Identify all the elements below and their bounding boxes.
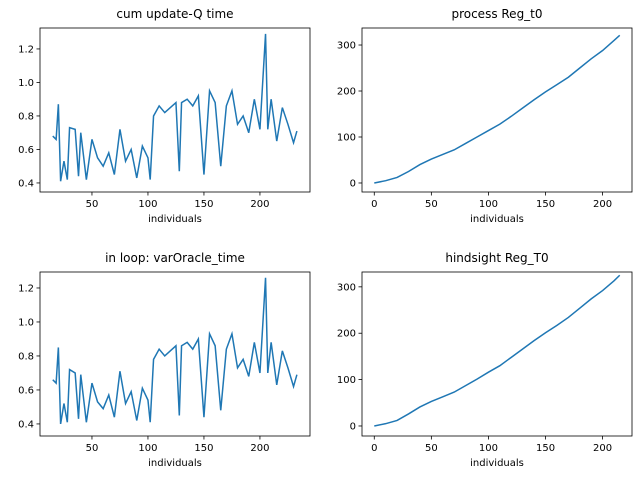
- x-tick-label: 0: [371, 199, 377, 210]
- x-tick-label: 50: [86, 199, 99, 210]
- y-tick-label: 1.0: [18, 317, 34, 328]
- x-axis-label: individuals: [148, 458, 202, 469]
- y-tick-label: 300: [337, 282, 356, 293]
- x-tick-label: 200: [593, 199, 612, 210]
- y-tick-label: 1.0: [18, 78, 34, 89]
- y-tick-label: 0.8: [18, 351, 34, 362]
- y-tick-label: 0.4: [18, 178, 34, 189]
- x-axis-label: individuals: [470, 214, 524, 225]
- axes-frame: [361, 27, 633, 193]
- y-tick-label: 0.4: [18, 419, 34, 430]
- x-tick-label: 100: [479, 199, 498, 210]
- x-axis-label: individuals: [470, 458, 524, 469]
- x-tick-label: 50: [425, 443, 438, 454]
- y-tick-label: 100: [337, 375, 356, 386]
- y-tick-label: 0: [350, 178, 356, 189]
- x-tick-label: 200: [250, 199, 269, 210]
- data-line: [374, 34, 621, 184]
- axes-title: cum update-Q time: [116, 7, 233, 21]
- axes-frame: [361, 271, 633, 437]
- x-tick-label: 200: [593, 443, 612, 454]
- axes-title: in loop: varOracle_time: [105, 251, 245, 265]
- data-line: [52, 33, 298, 182]
- y-tick-label: 200: [337, 87, 356, 98]
- x-tick-label: 150: [194, 199, 213, 210]
- data-line: [374, 274, 621, 427]
- axes-title: hindsight Reg_T0: [445, 251, 548, 265]
- x-tick-label: 100: [138, 443, 157, 454]
- x-tick-label: 150: [536, 443, 555, 454]
- x-tick-label: 150: [536, 199, 555, 210]
- x-tick-label: 100: [138, 199, 157, 210]
- x-tick-label: 50: [425, 199, 438, 210]
- y-tick-label: 0.6: [18, 145, 34, 156]
- y-tick-label: 0: [350, 421, 356, 432]
- y-tick-label: 300: [337, 41, 356, 52]
- axes-title: process Reg_t0: [451, 7, 542, 21]
- x-axis-label: individuals: [148, 214, 202, 225]
- x-tick-label: 100: [479, 443, 498, 454]
- y-tick-label: 1.2: [18, 44, 34, 55]
- x-tick-label: 0: [371, 443, 377, 454]
- x-tick-label: 50: [86, 443, 99, 454]
- y-tick-label: 200: [337, 329, 356, 340]
- axes-frame: [39, 271, 311, 437]
- x-tick-label: 150: [194, 443, 213, 454]
- y-tick-label: 0.8: [18, 111, 34, 122]
- x-tick-label: 200: [250, 443, 269, 454]
- y-tick-label: 1.2: [18, 283, 34, 294]
- data-line: [52, 277, 298, 425]
- axes-frame: [39, 27, 311, 193]
- y-tick-label: 100: [337, 132, 356, 143]
- y-tick-label: 0.6: [18, 385, 34, 396]
